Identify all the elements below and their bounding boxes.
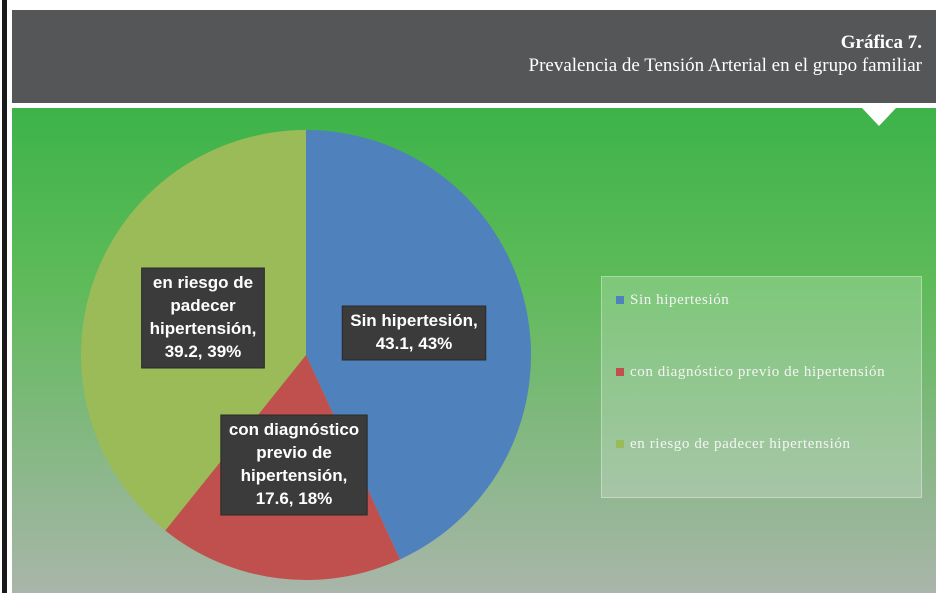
legend-entry: con diagnóstico previo de hipertensión: [616, 363, 921, 435]
chart-subtitle: Prevalencia de Tensión Arterial en el gr…: [528, 55, 922, 76]
chart-title: Gráfica 7.: [840, 32, 922, 53]
data-label-text: 43.1, 43%: [376, 334, 453, 353]
data-label: en riesgo de padecer hipertensión, 39.2, 39…: [141, 267, 265, 369]
data-label-text: previo de: [256, 443, 332, 462]
side-bar: [2, 0, 7, 593]
data-label-box: [341, 305, 487, 361]
legend-label: en riesgo de padecer hipertensión: [630, 436, 851, 452]
data-label-text: 39.2, 39%: [165, 342, 242, 361]
legend-label: Sin hipertesión: [630, 292, 730, 308]
data-label-text: 17.6, 18%: [256, 489, 333, 508]
data-label-text: Sin hipertesión,: [350, 311, 478, 330]
legend-swatch: [616, 368, 624, 376]
legend-label: con diagnóstico previo de hipertensión: [630, 364, 886, 380]
data-label-box: [220, 414, 368, 516]
data-label-text: padecer: [170, 296, 236, 315]
legend-swatch: [616, 440, 624, 448]
data-label-text: hipertensión,: [150, 319, 257, 338]
data-label-box: [141, 267, 265, 369]
header: Gráfica 7. Prevalencia de Tensión Arteri…: [12, 10, 936, 103]
data-label-text: hipertensión,: [241, 466, 348, 485]
data-label-text: con diagnóstico: [229, 420, 359, 439]
data-labels: Sin hipertesión, 43.1, 43% con diagnóstico…: [141, 267, 487, 516]
data-label-text: en riesgo de: [153, 273, 253, 292]
legend-entry: Sin hipertesión: [616, 291, 921, 363]
legend: Sin hipertesión con diagnóstico previo de…: [601, 276, 922, 498]
data-label: con diagnóstico previo de hipertensión, 17.…: [220, 414, 368, 516]
data-label: Sin hipertesión, 43.1, 43%: [341, 305, 487, 361]
legend-swatch: [616, 296, 624, 304]
header-pointer: [862, 108, 896, 126]
legend-entry: en riesgo de padecer hipertensión: [616, 435, 921, 507]
